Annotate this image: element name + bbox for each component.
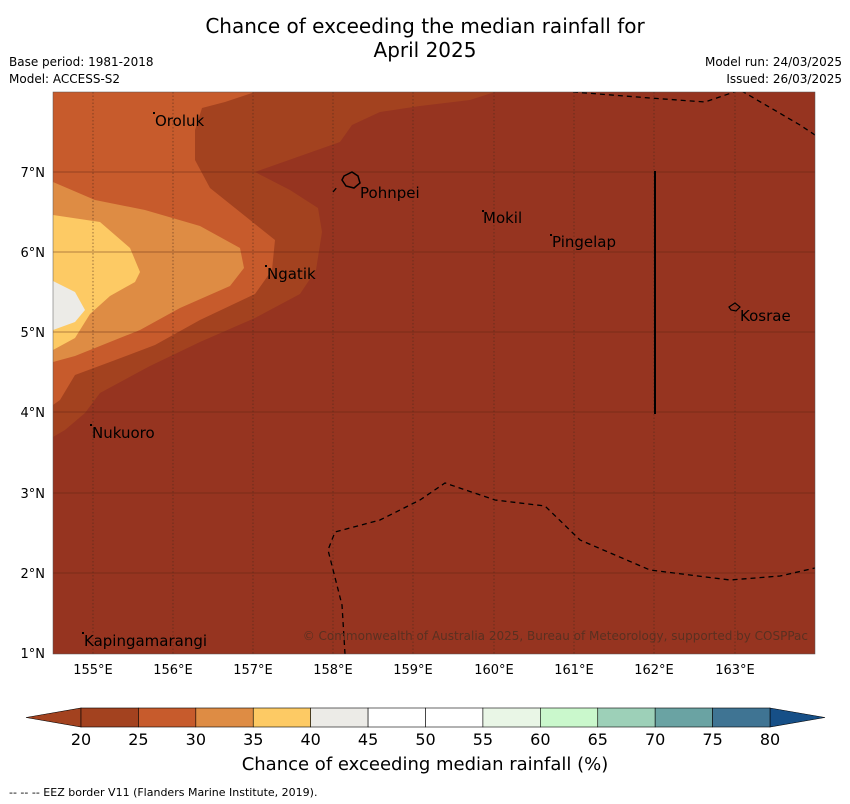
colorbar-segment bbox=[540, 707, 599, 728]
colorbar-high-extension bbox=[769, 707, 826, 728]
colorbar-segment bbox=[80, 707, 139, 728]
map-plot-area: Oroluk Pohnpei Mokil Pingelap Ngatik Kos… bbox=[53, 92, 815, 654]
lat-tick-label: 4°N bbox=[21, 406, 46, 421]
colorbar-tick-label: 55 bbox=[473, 730, 493, 749]
map-figure: Oroluk Pohnpei Mokil Pingelap Ngatik Kos… bbox=[21, 91, 826, 749]
lon-tick-label: 162°E bbox=[634, 663, 674, 678]
colorbar-tick-label: 40 bbox=[300, 730, 320, 749]
colorbar-tick-label: 60 bbox=[530, 730, 550, 749]
colorbar-segment bbox=[482, 707, 541, 728]
lat-tick-label: 5°N bbox=[21, 326, 46, 341]
atoll-dots bbox=[82, 112, 552, 634]
lat-tick-label: 2°N bbox=[21, 567, 46, 582]
place-label-kapingamarangi: Kapingamarangi bbox=[84, 632, 207, 650]
colorbar: 20 25 30 35 40 45 50 55 60 65 70 75 80 bbox=[25, 707, 826, 749]
lon-tick-label: 155°E bbox=[73, 663, 113, 678]
colorbar-tick-label: 45 bbox=[358, 730, 378, 749]
eez-border bbox=[327, 92, 815, 654]
place-label-mokil: Mokil bbox=[483, 209, 522, 227]
colorbar-segment bbox=[252, 707, 311, 728]
chart-title-line1: Chance of exceeding the median rainfall … bbox=[205, 14, 645, 38]
base-period-text: Base period: 1981-2018 bbox=[9, 55, 154, 69]
colorbar-tick-label: 65 bbox=[588, 730, 608, 749]
place-label-kosrae: Kosrae bbox=[740, 307, 791, 325]
latitude-tick-labels: 7°N 6°N 5°N 4°N 3°N 2°N 1°N bbox=[21, 166, 46, 662]
lon-tick-label: 157°E bbox=[233, 663, 273, 678]
lon-tick-label: 158°E bbox=[313, 663, 353, 678]
lon-tick-label: 160°E bbox=[474, 663, 514, 678]
meta-right: Model run: 24/03/2025 Issued: 26/03/2025 bbox=[705, 54, 842, 88]
copyright-notice: © Commonwealth of Australia 2025, Bureau… bbox=[303, 629, 808, 643]
model-text: Model: ACCESS-S2 bbox=[9, 72, 121, 86]
colorbar-tick-label: 75 bbox=[702, 730, 722, 749]
lon-tick-label: 159°E bbox=[393, 663, 433, 678]
colorbar-tick-label: 25 bbox=[128, 730, 148, 749]
colorbar-tick-label: 50 bbox=[415, 730, 435, 749]
lat-tick-label: 3°N bbox=[21, 487, 46, 502]
colorbar-tick-label: 70 bbox=[645, 730, 665, 749]
meta-left: Base period: 1981-2018 Model: ACCESS-S2 bbox=[9, 54, 154, 88]
eez-footnote: -- -- -- EEZ border V11 (Flanders Marine… bbox=[9, 786, 318, 799]
model-run-text: Model run: 24/03/2025 bbox=[704, 55, 842, 69]
issued-text: Issued: 26/03/2025 bbox=[726, 72, 842, 86]
lon-tick-label: 163°E bbox=[715, 663, 755, 678]
place-label-oroluk: Oroluk bbox=[155, 112, 204, 130]
colorbar-segment bbox=[654, 707, 713, 728]
place-label-pingelap: Pingelap bbox=[552, 233, 616, 251]
lat-tick-label: 6°N bbox=[21, 246, 46, 261]
kosrae-island-outline bbox=[728, 302, 741, 312]
lat-tick-label: 7°N bbox=[21, 166, 46, 181]
colorbar-segment bbox=[310, 707, 369, 728]
colorbar-tick-label: 35 bbox=[243, 730, 263, 749]
colorbar-label: Chance of exceeding median rainfall (%) bbox=[241, 754, 609, 775]
map-frame bbox=[52, 91, 816, 655]
contour-band-40-45 bbox=[53, 281, 85, 330]
colorbar-segment bbox=[367, 707, 426, 728]
latitude-lines bbox=[53, 171, 815, 574]
colorbar-tick-label: 80 bbox=[760, 730, 780, 749]
colorbar-low-extension bbox=[25, 707, 82, 728]
chart-title-line2: April 2025 bbox=[373, 38, 477, 62]
lon-tick-label: 156°E bbox=[153, 663, 193, 678]
colorbar-tick-label: 20 bbox=[71, 730, 91, 749]
longitude-tick-labels: 155°E 156°E 157°E 158°E 159°E 160°E 161°… bbox=[73, 663, 755, 678]
place-label-nukuoro: Nukuoro bbox=[92, 424, 155, 442]
place-label-pohnpei: Pohnpei bbox=[360, 184, 420, 202]
place-label-ngatik: Ngatik bbox=[267, 265, 316, 283]
lat-tick-label: 1°N bbox=[21, 647, 46, 662]
colorbar-segment bbox=[138, 707, 197, 728]
colorbar-segment bbox=[195, 707, 254, 728]
lon-tick-label: 161°E bbox=[554, 663, 594, 678]
pohnpei-island-outline bbox=[341, 171, 361, 189]
colorbar-segment bbox=[712, 707, 771, 728]
colorbar-segment bbox=[597, 707, 656, 728]
colorbar-segment bbox=[425, 707, 484, 728]
colorbar-tick-label: 30 bbox=[186, 730, 206, 749]
